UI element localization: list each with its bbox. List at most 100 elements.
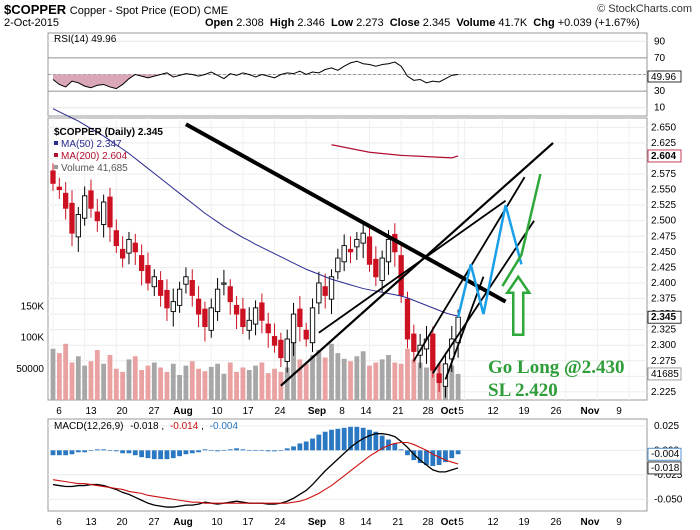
- candle-body: [284, 338, 290, 362]
- quote-line: Open 2.308 High 2.346 Low 2.273 Close 2.…: [205, 17, 640, 29]
- price-tick-label: 2.275: [651, 356, 676, 367]
- date-tick-label: 5: [458, 517, 464, 528]
- price-tick-label: 2.525: [651, 200, 676, 211]
- volume-bar: [455, 373, 461, 400]
- macd-histogram-bar: [424, 450, 429, 465]
- rsi-line: [52, 60, 459, 90]
- macd-histogram-bar: [82, 450, 88, 453]
- volume-bar: [297, 359, 303, 400]
- macd-flag-box: [647, 461, 682, 475]
- candle-body: [132, 242, 138, 253]
- date-axis-bottom: 6 13 20 27 Aug 10 17 24 Sep 8 14 21 28 Oct 5 12 19 26 Nov 9: [56, 517, 622, 528]
- macd-histogram-bar: [101, 449, 107, 451]
- macd-histogram-bar: [455, 450, 461, 455]
- symbol: $COPPER: [4, 2, 67, 17]
- volume-bar: [284, 367, 290, 400]
- rsi-last-value-box: [647, 70, 682, 83]
- macd-histogram-bar: [329, 429, 334, 451]
- macd-histogram-bar: [443, 450, 448, 463]
- ma200-line: [331, 144, 459, 159]
- volume-bar: [341, 358, 347, 400]
- macd-histogram-bar: [56, 450, 62, 456]
- macd-histogram-bar: [94, 449, 100, 451]
- price-flag-label: 2.604: [651, 151, 676, 162]
- candle-body: [145, 265, 151, 284]
- macd-histogram-bar: [335, 428, 341, 451]
- candle-body: [385, 238, 392, 263]
- volume-legend-swatch: [54, 165, 58, 169]
- volume-label: Volume: [456, 17, 496, 29]
- macd-panel: 0.0250.000-0.025-0.050 -0.004-0.018 MACD…: [47, 418, 683, 512]
- date-tick-label: 21: [392, 406, 404, 417]
- volume-bar: [272, 368, 277, 400]
- date-tick-label: 12: [487, 517, 499, 528]
- date-tick-label: Nov: [581, 517, 600, 528]
- quote-date: 2-Oct-2015: [4, 17, 60, 29]
- macd-histogram-bar: [196, 450, 201, 453]
- macd-legend-title: MACD(12,26,9): [54, 421, 123, 432]
- macd-histogram-bar: [88, 450, 94, 451]
- candle-body: [107, 196, 113, 228]
- macd-flag-label: -0.004: [651, 449, 680, 460]
- macd-legend-sep1: ,: [161, 421, 164, 432]
- date-tick-label: 28: [422, 406, 434, 417]
- macd-histogram-bar: [341, 427, 347, 451]
- rsi-tick-label: 10: [654, 103, 666, 114]
- volume-bar: [63, 343, 69, 400]
- macd-flag-label: -0.018: [651, 463, 680, 474]
- volume-bar: [82, 365, 88, 400]
- macd-histogram-bar: [139, 450, 145, 458]
- date-tick-label: 10: [211, 517, 223, 528]
- candle-body: [430, 333, 436, 371]
- volume-bar: [132, 356, 138, 400]
- price-tick-label: 2.475: [651, 231, 676, 242]
- candle-body: [88, 190, 94, 209]
- macd-histogram-bar: [265, 450, 271, 452]
- macd-histogram-bar: [120, 450, 126, 454]
- macd-histogram-bar: [430, 450, 436, 466]
- volume-bar: [189, 361, 195, 400]
- volume-tick-label: 100K: [21, 333, 45, 344]
- price-tick-label: 2.650: [651, 122, 676, 133]
- low-value: 2.273: [356, 17, 384, 29]
- price-tick-label: 2.500: [651, 216, 676, 227]
- candle-body: [297, 308, 303, 327]
- macd-histogram-bar: [145, 450, 151, 459]
- date-tick-label: 24: [274, 406, 286, 417]
- date-tick-label: 9: [616, 517, 622, 528]
- candle-body: [138, 255, 145, 271]
- macd-histogram-bar: [113, 450, 119, 452]
- macd-histogram-bar: [354, 426, 360, 451]
- price-panel: 2.6502.6252.6002.5752.5502.5252.5002.475…: [16, 108, 682, 401]
- macd-legend-hist: -0.004: [210, 421, 239, 432]
- macd-histogram-bar: [69, 450, 75, 455]
- volume-bar: [265, 373, 271, 400]
- candle-body: [208, 307, 214, 331]
- volume-bar: [139, 370, 145, 400]
- candle-body: [214, 288, 221, 313]
- candle-body: [189, 280, 195, 296]
- candle-body: [278, 339, 284, 359]
- date-tick-label: Aug: [173, 406, 192, 417]
- macd-histogram-bar: [449, 450, 455, 459]
- volume-bar: [335, 353, 341, 400]
- macd-histogram-bar: [240, 449, 246, 451]
- macd-histogram-bar: [398, 449, 404, 451]
- macd-histogram-bar: [63, 450, 69, 456]
- rsi-legend: RSI(14) 49.96: [54, 34, 117, 45]
- candle-body: [246, 319, 252, 331]
- candle-body: [322, 286, 328, 296]
- macd-histogram-bar: [316, 434, 322, 451]
- volume-bar: [367, 365, 372, 400]
- candle-body: [81, 195, 88, 219]
- close-label: Close: [389, 17, 420, 29]
- volume-flag-label: 41685: [651, 369, 679, 380]
- volume-bar: [392, 362, 398, 400]
- price-gridlines: [48, 118, 647, 400]
- volume-tick-label: 50000: [16, 364, 44, 375]
- rsi-panel: 9070503010 49.96 RSI(14) 49.96: [47, 32, 682, 117]
- candle-body: [360, 232, 366, 244]
- date-tick-label: Sep: [308, 406, 326, 417]
- brand-link[interactable]: © StockCharts.com: [597, 3, 692, 15]
- date-tick-label: 8: [339, 406, 345, 417]
